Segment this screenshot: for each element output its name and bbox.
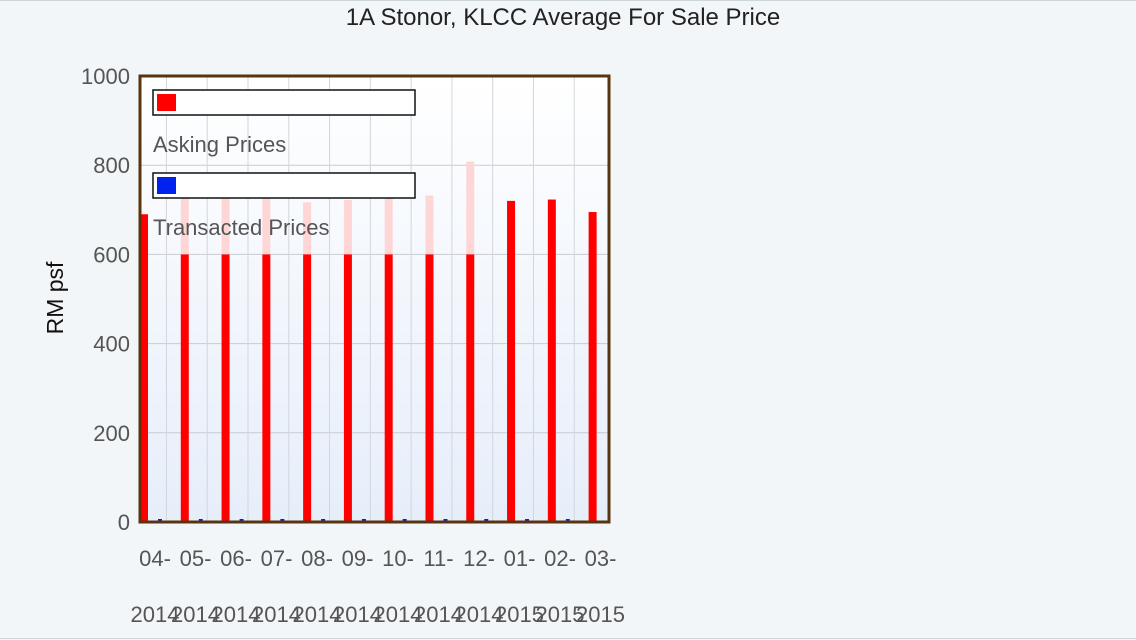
legend: Asking Prices Transacted Prices [152, 89, 416, 240]
legend-swatch-asking [157, 94, 176, 111]
x-tick-year: 2014 [293, 602, 342, 627]
x-tick-year: 2014 [171, 602, 220, 627]
legend-item-asking[interactable]: Asking Prices [152, 89, 416, 157]
y-tick-label: 400 [93, 332, 130, 357]
y-tick-label: 0 [118, 510, 130, 535]
asking-highlight-bar [384, 191, 393, 255]
y-tick-label: 200 [93, 421, 130, 446]
y-tick-label: 600 [93, 242, 130, 267]
x-tick-label: 02- [544, 546, 576, 571]
asking-highlight-bar [262, 197, 271, 255]
asking-price-bar[interactable] [262, 254, 271, 522]
legend-label-transacted: Transacted Prices [153, 215, 329, 240]
x-tick-label: 10- [382, 546, 414, 571]
asking-price-bar[interactable] [466, 254, 475, 522]
asking-price-bar[interactable] [343, 254, 352, 522]
asking-price-bar[interactable] [547, 199, 556, 523]
asking-highlight-bar [221, 176, 230, 255]
x-tick-label: 06- [220, 546, 252, 571]
legend-box-transacted [152, 172, 416, 199]
asking-highlight-bar [425, 195, 434, 255]
asking-price-bar[interactable] [303, 254, 312, 522]
y-axis-ticks: 0 200 400 600 800 1000 [81, 64, 130, 535]
x-tick-year: 2014 [455, 602, 504, 627]
x-tick-year: 2015 [495, 602, 544, 627]
asking-price-bars [140, 199, 597, 523]
asking-highlight-bar [180, 183, 189, 255]
y-axis-label: RM psf [42, 261, 68, 334]
x-tick-label: 04- [139, 546, 171, 571]
highlight-bars [180, 161, 475, 255]
legend-box-asking [152, 89, 416, 116]
asking-price-bar[interactable] [507, 200, 516, 522]
asking-highlight-bar [303, 202, 312, 255]
y-tick-label: 800 [93, 153, 130, 178]
x-tick-year: 2014 [131, 602, 180, 627]
legend-label-asking: Asking Prices [153, 132, 286, 157]
x-tick-year: 2015 [576, 602, 625, 627]
x-tick-label: 01- [504, 546, 536, 571]
plot-area [140, 76, 609, 522]
x-tick-year: 2015 [536, 602, 585, 627]
x-tick-year: 2014 [414, 602, 463, 627]
x-tick-label: 12- [463, 546, 495, 571]
x-tick-label: 05- [180, 546, 212, 571]
plot-frame [138, 74, 611, 524]
x-tick-label: 08- [301, 546, 333, 571]
asking-highlight-bar [466, 161, 475, 255]
x-tick-year: 2014 [333, 602, 382, 627]
x-tick-label: 09- [342, 546, 374, 571]
asking-price-bar[interactable] [425, 254, 434, 522]
x-tick-year: 2014 [212, 602, 261, 627]
asking-price-bar[interactable] [140, 214, 148, 522]
asking-price-bar[interactable] [180, 254, 189, 522]
x-tick-label: 07- [261, 546, 293, 571]
x-tick-year: 2014 [374, 602, 423, 627]
legend-item-transacted[interactable]: Transacted Prices [152, 172, 416, 240]
bottom-divider [0, 638, 1136, 639]
chart-title: 1A Stonor, KLCC Average For Sale Price [345, 4, 781, 31]
x-axis-ticks: 04- 2014 05- 2014 06- 2014 07- 2014 08- 2014 09- 20… [131, 546, 625, 627]
asking-price-bar[interactable] [221, 254, 230, 522]
grid-lines [140, 75, 609, 523]
legend-swatch-transacted [157, 177, 176, 194]
top-divider [0, 0, 1136, 1]
asking-price-bar[interactable] [384, 254, 393, 522]
x-tick-label: 03- [585, 546, 617, 571]
x-tick-label: 11- [423, 546, 453, 571]
y-tick-label: 1000 [81, 64, 130, 89]
asking-highlight-bar [343, 199, 352, 255]
x-tick-year: 2014 [252, 602, 301, 627]
asking-price-bar[interactable] [588, 212, 597, 522]
